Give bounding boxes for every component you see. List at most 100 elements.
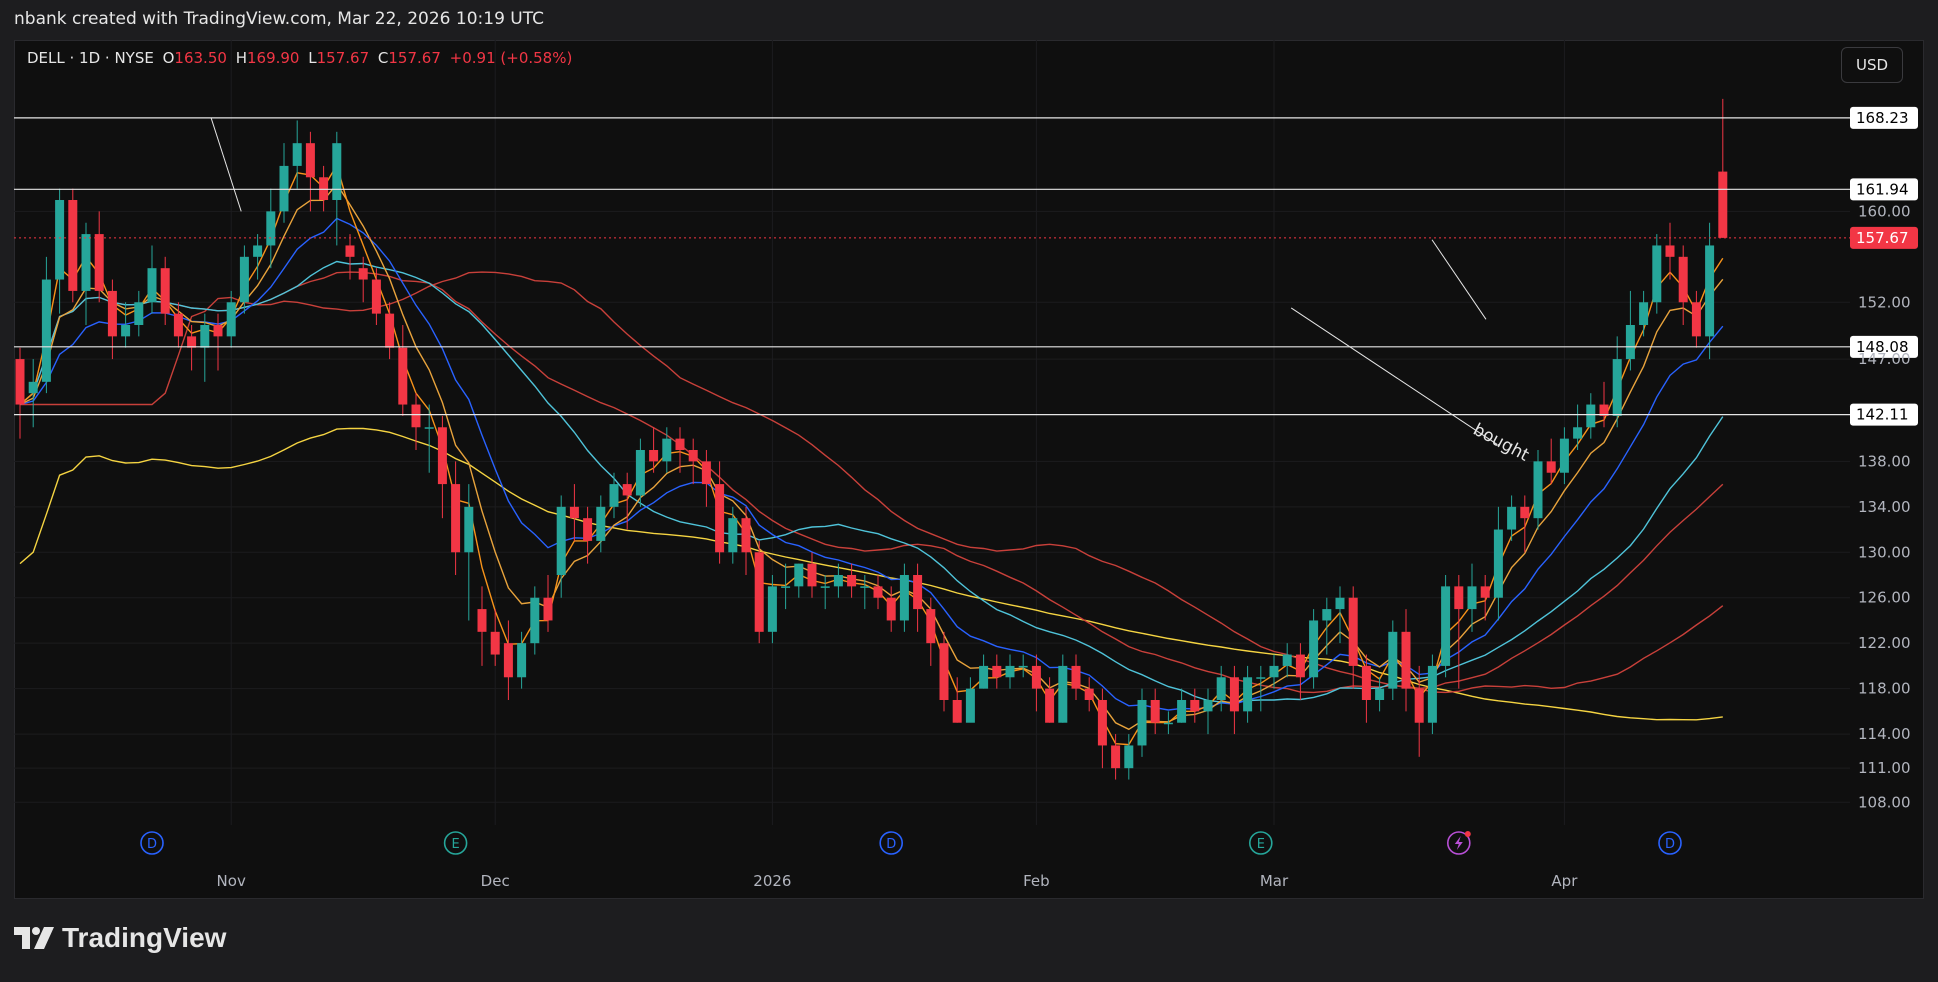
candle-body — [1546, 461, 1556, 473]
candle-body — [1414, 688, 1424, 723]
candle-body — [1639, 302, 1649, 325]
candle-body — [107, 290, 117, 337]
event-marker-label: D — [1665, 837, 1675, 852]
candle-body — [992, 665, 1002, 678]
candle-body — [15, 359, 25, 405]
candle-body — [371, 279, 381, 314]
ma-cyan-line — [19, 260, 1724, 704]
candle-body — [609, 484, 619, 507]
candle-body — [583, 518, 593, 541]
y-tick-label: 160.00 — [1858, 202, 1911, 220]
level-label: 148.08 — [1856, 338, 1909, 356]
candle-body — [913, 575, 923, 610]
candle-body — [1691, 302, 1701, 337]
candle-body — [305, 143, 315, 178]
candle-body — [147, 268, 157, 303]
candle-body — [1229, 677, 1239, 712]
candle-body — [1177, 700, 1187, 723]
candle-body — [794, 563, 804, 587]
ohlc-legend: DELL · 1D · NYSE O163.50 H169.90 L157.67… — [27, 49, 576, 67]
x-tick-label: Mar — [1260, 872, 1289, 890]
ema-blue-line — [19, 217, 1724, 711]
candle-body — [1348, 597, 1358, 666]
low-label: L — [308, 49, 317, 67]
candle-body — [1031, 665, 1041, 689]
candle-body — [715, 484, 725, 553]
high-label: H — [235, 49, 247, 67]
candle-body — [253, 245, 263, 257]
flash-dot — [1464, 831, 1471, 837]
candles — [15, 98, 1728, 780]
candle-body — [1625, 325, 1635, 360]
candle-body — [1243, 677, 1253, 712]
candle-body — [1573, 427, 1583, 439]
candle-body — [1678, 256, 1688, 303]
chart-credit: nbank created with TradingView.com, Mar … — [14, 9, 544, 29]
close-label: C — [377, 49, 389, 67]
event-marker-label: D — [147, 837, 157, 852]
candle-body — [1612, 359, 1622, 416]
trendline — [1290, 307, 1498, 445]
candle-body — [55, 200, 65, 280]
candle-body — [1520, 506, 1530, 519]
y-tick-label: 111.00 — [1858, 759, 1911, 777]
candle-body — [1401, 631, 1411, 689]
candle-body — [1203, 700, 1213, 712]
candle-body — [886, 597, 896, 621]
y-tick-label: 134.00 — [1858, 498, 1911, 516]
event-marker-d — [140, 831, 164, 855]
tradingview-logo[interactable]: TradingView — [14, 922, 226, 954]
candle-body — [200, 325, 210, 348]
candle-body — [385, 313, 395, 348]
y-tick-label: 138.00 — [1858, 452, 1911, 470]
level-label: 142.11 — [1856, 406, 1909, 424]
trendline — [1431, 239, 1487, 320]
candle-body — [556, 506, 566, 575]
candle-body — [121, 325, 131, 337]
candle-body — [1137, 700, 1147, 746]
candle-body — [1375, 688, 1385, 700]
candle-body — [464, 506, 474, 553]
candle-body — [1282, 654, 1292, 666]
candle-body — [675, 438, 685, 450]
tradingview-wordmark: TradingView — [62, 922, 227, 953]
symbol-label[interactable]: DELL · 1D · NYSE — [27, 49, 154, 67]
last-price-label: 157.67 — [1856, 229, 1909, 247]
y-tick-label: 152.00 — [1858, 293, 1911, 311]
candle-body — [1295, 654, 1305, 678]
candle-body — [728, 518, 738, 553]
candle-body — [1533, 461, 1543, 519]
candle-body — [1111, 745, 1121, 769]
candle-body — [569, 506, 579, 519]
candle-body — [1084, 688, 1094, 700]
currency-button[interactable]: USD — [1841, 47, 1903, 83]
candle-body — [68, 200, 78, 291]
candle-body — [543, 597, 553, 621]
candle-body — [1269, 665, 1279, 678]
candle-body — [266, 211, 276, 246]
flash-icon — [1454, 836, 1463, 850]
candle-body — [345, 245, 355, 257]
event-marker-e — [1249, 831, 1273, 855]
ma-yellow-line — [19, 427, 1723, 721]
candle-body — [490, 631, 500, 655]
candle-body — [1190, 700, 1200, 712]
candle-body — [1309, 620, 1319, 678]
x-tick-label: 2026 — [753, 872, 791, 890]
candle-body — [319, 177, 329, 200]
event-marker-label: E — [451, 837, 459, 852]
event-marker-label: E — [1257, 837, 1265, 852]
ma-red-line — [19, 271, 1724, 694]
candle-body — [1124, 745, 1134, 769]
candle-body — [477, 609, 487, 632]
candle-body — [1599, 404, 1609, 416]
close-value: 157.67 — [388, 49, 441, 67]
candle-body — [860, 586, 870, 588]
candle-body — [1454, 586, 1464, 610]
y-tick-label: 114.00 — [1858, 725, 1911, 743]
candle-body — [213, 325, 223, 337]
event-marker-d — [1658, 831, 1682, 855]
candle-body — [503, 643, 513, 678]
candle-body — [41, 279, 51, 382]
